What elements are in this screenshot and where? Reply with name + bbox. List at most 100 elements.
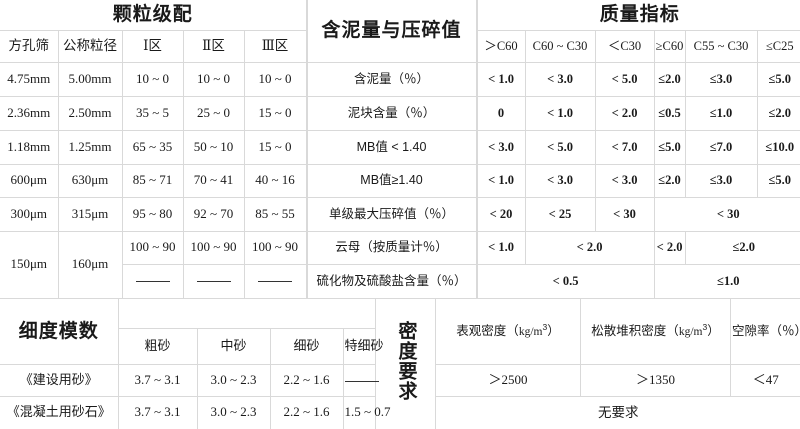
grain-zone3: 15 ~ 0 — [244, 96, 306, 130]
table-row: 4.75mm 5.00mm 10 ~ 0 10 ~ 0 10 ~ 0 — [0, 62, 306, 96]
density-no-requirement: 无要求 — [436, 397, 800, 429]
quality-cell: < 3.0 — [525, 164, 595, 197]
mud-label-clay-content: 含泥量（％） — [307, 62, 476, 96]
quality-cell: ≤5.0 — [757, 62, 800, 96]
quality-cell: < 2.0 — [595, 96, 654, 130]
mud-label-mb-lt: MB值 < 1.40 — [307, 130, 476, 164]
grain-zone3: 40 ~ 16 — [244, 164, 306, 197]
quality-crush-c2: < 25 — [525, 197, 595, 231]
grain-zone3: 10 ~ 0 — [244, 62, 306, 96]
density-apparent-value: ＞2500 — [436, 365, 581, 397]
grain-sieve: 300μm — [0, 197, 58, 231]
mud-label-crush-value: 单级最大压碎值（％） — [307, 197, 476, 231]
table-row: 600μm 630μm 85 ~ 71 70 ~ 41 40 ~ 16 — [0, 164, 306, 197]
grain-sieve: 150μm — [0, 231, 58, 298]
grain-nominal: 1.25mm — [58, 130, 122, 164]
density-void-value: ＜47 — [731, 365, 800, 397]
quality-cell: ≤3.0 — [685, 164, 757, 197]
quality-cell: 0 — [477, 96, 525, 130]
quality-cell: < 1.0 — [477, 62, 525, 96]
table-row: 无要求 — [376, 397, 800, 429]
quality-cell: ≤1.0 — [685, 96, 757, 130]
density-requirement-title: 密度要求 — [395, 321, 416, 401]
quality-crush-c1: < 20 — [477, 197, 525, 231]
grain-grading-table: 颗粒级配 方孔筛 公称粒径 Ⅰ区 Ⅱ区 Ⅲ区 4.75mm 5.00mm 10 … — [0, 0, 307, 299]
quality-cell: < 1.0 — [525, 96, 595, 130]
mud-label-mica: 云母（按质量计％） — [307, 231, 476, 264]
fineness-standard-name: 《建设用砂》 — [0, 365, 118, 397]
quality-cell: ≤0.5 — [654, 96, 685, 130]
table-row: 2.36mm 2.50mm 35 ~ 5 25 ~ 0 15 ~ 0 — [0, 96, 306, 130]
quality-cell: ≤3.0 — [685, 62, 757, 96]
grain-zone2: 70 ~ 41 — [183, 164, 244, 197]
grain-nominal: 630μm — [58, 164, 122, 197]
quality-mica-c4: < 2.0 — [654, 231, 685, 264]
quality-cell: ≤7.0 — [685, 130, 757, 164]
grain-nominal: 315μm — [58, 197, 122, 231]
quality-index-table: 质量指标 ＞C60 C60 ~ C30 ＜C30 ≥C60 C55 ~ C30 … — [477, 0, 800, 299]
table-row: < 1.0 < 3.0 < 5.0 ≤2.0 ≤3.0 ≤5.0 — [477, 62, 800, 96]
quality-cell: ≤10.0 — [757, 130, 800, 164]
grain-zone1: 85 ~ 71 — [122, 164, 183, 197]
table-row: 150μm 160μm 100 ~ 90 100 ~ 90 100 ~ 90 — [0, 231, 306, 264]
quality-header-ge-c60: ≥C60 — [654, 30, 685, 62]
dash-icon — [258, 281, 292, 282]
quality-mica-c23: < 2.0 — [525, 231, 654, 264]
quality-cell: < 1.0 — [477, 164, 525, 197]
grain-header-sieve: 方孔筛 — [0, 30, 58, 62]
grain-zone1: 100 ~ 90 — [122, 231, 183, 264]
quality-crush-c3: < 30 — [595, 197, 654, 231]
fineness-standard-name: 《混凝土用砂石》 — [0, 397, 118, 429]
grain-sieve: 600μm — [0, 164, 58, 197]
grain-header-zone1: Ⅰ区 — [122, 30, 183, 62]
mud-label-mb-ge: MB值≥1.40 — [307, 164, 476, 197]
grain-nominal: 160μm — [58, 231, 122, 298]
quality-sulfide-right: ≤1.0 — [654, 264, 800, 298]
table-row: 1.18mm 1.25mm 65 ~ 35 50 ~ 10 15 ~ 0 — [0, 130, 306, 164]
quality-cell: < 3.0 — [525, 62, 595, 96]
quality-cell: ≤5.0 — [757, 164, 800, 197]
table-row: < 20 < 25 < 30 < 30 — [477, 197, 800, 231]
table-row: 《混凝土用砂石》 3.7 ~ 3.1 3.0 ~ 2.3 2.2 ~ 1.6 1… — [0, 397, 375, 429]
grain-zone1: 65 ~ 35 — [122, 130, 183, 164]
quality-header-le-c25: ≤C25 — [757, 30, 800, 62]
grain-header-nominal: 公称粒径 — [58, 30, 122, 62]
fineness-header-medium: 中砂 — [197, 329, 270, 365]
mud-crush-label-table: 含泥量与压碎值 含泥量（％） 泥块含量（％） MB值 < 1.40 MB值≥1.… — [307, 0, 477, 299]
grain-zone1-dash — [122, 264, 183, 298]
fineness-medium: 3.0 ~ 2.3 — [197, 397, 270, 429]
density-requirement-title-cell: 密度要求 — [376, 299, 436, 429]
quality-index-title: 质量指标 — [477, 0, 800, 30]
grain-zone2: 10 ~ 0 — [183, 62, 244, 96]
fineness-coarse: 3.7 ~ 3.1 — [118, 397, 197, 429]
grain-zone1: 95 ~ 80 — [122, 197, 183, 231]
quality-cell: ≤2.0 — [654, 164, 685, 197]
grain-sieve: 2.36mm — [0, 96, 58, 130]
fineness-extrafine: 1.5 ~ 0.7 — [343, 397, 375, 429]
quality-header-c55-c30: C55 ~ C30 — [685, 30, 757, 62]
grain-zone2: 100 ~ 90 — [183, 231, 244, 264]
density-header-void: 空隙率（％） — [731, 299, 800, 365]
density-requirement-table: 密度要求 表观密度（kg/m3） 松散堆积密度（kg/m3） 空隙率（％） ＞2… — [376, 298, 800, 429]
quality-header-c60-c30: C60 ~ C30 — [525, 30, 595, 62]
table-row: < 0.5 ≤1.0 — [477, 264, 800, 298]
grain-sieve: 1.18mm — [0, 130, 58, 164]
dash-icon — [197, 281, 231, 282]
quality-cell: < 5.0 — [525, 130, 595, 164]
table-row: 0 < 1.0 < 2.0 ≤0.5 ≤1.0 ≤2.0 — [477, 96, 800, 130]
quality-cell: ≤5.0 — [654, 130, 685, 164]
quality-cell: < 5.0 — [595, 62, 654, 96]
grain-nominal: 2.50mm — [58, 96, 122, 130]
grain-zone1: 35 ~ 5 — [122, 96, 183, 130]
quality-cell: ≤2.0 — [654, 62, 685, 96]
mud-crush-title: 含泥量与压碎值 — [307, 0, 476, 62]
density-header-apparent: 表观密度（kg/m3） — [436, 299, 581, 365]
grain-zone2: 25 ~ 0 — [183, 96, 244, 130]
grain-sieve: 4.75mm — [0, 62, 58, 96]
grain-nominal: 5.00mm — [58, 62, 122, 96]
table-row: < 1.0 < 3.0 < 3.0 ≤2.0 ≤3.0 ≤5.0 — [477, 164, 800, 197]
quality-cell: < 7.0 — [595, 130, 654, 164]
table-row: < 3.0 < 5.0 < 7.0 ≤5.0 ≤7.0 ≤10.0 — [477, 130, 800, 164]
bottom-section: 细度模数 粗砂 中砂 细砂 特细砂 《建设用砂》 3.7 ~ 3.1 3.0 ~… — [0, 298, 800, 428]
